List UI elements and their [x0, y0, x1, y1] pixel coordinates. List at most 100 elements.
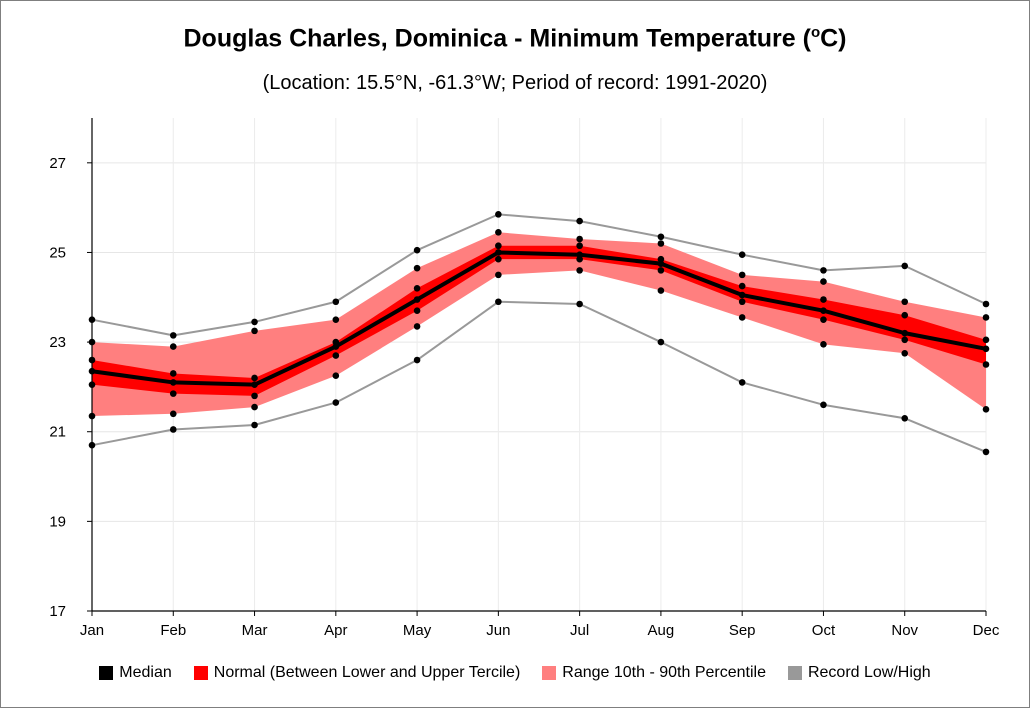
point-record_high-apr [332, 298, 340, 306]
y-tick-label-27: 27 [49, 155, 66, 172]
point-upper_tercile-jun [495, 242, 502, 250]
point-upper_tercile-nov [901, 311, 909, 319]
x-tick-label-aug: Aug [648, 622, 675, 639]
legend-label-percentile: Range 10th - 90th Percentile [562, 664, 766, 681]
point-record_low-jul [576, 300, 583, 308]
point-median-feb [169, 379, 177, 386]
chart-title: Douglas Charles, Dominica - Minimum Temp… [0, 24, 1030, 53]
x-tick-label-apr: Apr [324, 622, 347, 639]
median-line [91, 250, 987, 387]
legend-swatch-normal [193, 666, 208, 680]
point-p10-jun [495, 271, 502, 279]
point-median-oct [820, 307, 827, 315]
point-record_low-feb [169, 426, 177, 433]
point-p10-may [413, 323, 421, 330]
legend-item-median: Median [99, 664, 172, 682]
point-p10-feb [169, 410, 177, 418]
point-record_high-dec [982, 300, 990, 308]
point-median-aug [657, 260, 665, 267]
point-p90-sep [738, 271, 746, 279]
point-record_high-jun [495, 211, 502, 218]
point-p90-nov [901, 298, 909, 306]
point-p90-apr [332, 316, 340, 323]
point-record_low-aug [657, 338, 665, 346]
point-lower_tercile-nov [901, 336, 909, 344]
point-p10-aug [657, 287, 665, 294]
point-p90-mar [251, 327, 258, 335]
y-tick-label-21: 21 [49, 424, 66, 441]
point-lower_tercile-feb [169, 390, 177, 397]
legend-swatch-median [99, 666, 114, 680]
point-upper_tercile-sep [738, 282, 746, 290]
point-record_low-apr [332, 399, 340, 406]
point-p10-nov [901, 349, 909, 357]
x-tick-label-jun: Jun [486, 622, 510, 639]
x-tick-label-oct: Oct [812, 622, 836, 639]
point-median-nov [901, 329, 909, 337]
x-tick-label-nov: Nov [891, 622, 918, 639]
point-record_high-aug [657, 233, 665, 241]
legend-item-normal: Normal (Between Lower and Upper Tercile) [193, 664, 521, 682]
point-median-may [413, 296, 421, 303]
tercile-band [92, 245, 986, 396]
point-record_low-sep [738, 379, 746, 386]
point-record_low-oct [820, 401, 827, 409]
point-record_high-feb [169, 332, 177, 339]
legend-label-normal: Normal (Between Lower and Upper Tercile) [213, 664, 521, 681]
record-high-line [91, 213, 987, 337]
point-p10-sep [738, 314, 746, 321]
legend-item-percentile: Range 10th - 90th Percentile [542, 664, 766, 682]
point-lower_tercile-oct [820, 316, 827, 323]
point-median-mar [251, 381, 258, 388]
x-tick-label-may: May [403, 622, 432, 639]
y-tick-label-17: 17 [49, 603, 66, 620]
point-lower_tercile-aug [657, 267, 665, 274]
point-upper_tercile-may [413, 285, 421, 292]
point-upper_tercile-jul [576, 242, 583, 250]
point-p90-oct [820, 278, 827, 285]
x-tick-label-jan: Jan [80, 622, 104, 639]
legend-label-record: Record Low/High [807, 664, 931, 681]
y-tick-label-23: 23 [49, 334, 66, 351]
point-record_low-dec [982, 448, 990, 456]
x-tick-label-jul: Jul [570, 622, 589, 639]
chart-title-main: Douglas Charles, Dominica - Minimum Temp… [183, 24, 811, 53]
point-lower_tercile-may [413, 307, 421, 315]
x-tick-label-feb: Feb [160, 622, 186, 639]
point-lower_tercile-apr [332, 352, 340, 359]
record-low-line [91, 300, 987, 453]
point-lower_tercile-jun [495, 255, 502, 263]
point-p90-feb [169, 343, 177, 350]
x-tick-label-dec: Dec [973, 622, 1000, 639]
point-upper_tercile-oct [820, 296, 827, 303]
chart-title-degree-sup: o [810, 24, 821, 41]
point-p10-jul [576, 267, 583, 274]
point-record_high-nov [901, 262, 909, 270]
point-median-jun [495, 249, 502, 256]
y-tick-label-19: 19 [49, 513, 66, 530]
point-record_high-sep [738, 251, 746, 258]
point-p90-dec [982, 314, 990, 321]
legend-item-record: Record Low/High [787, 664, 931, 682]
point-lower_tercile-sep [738, 298, 746, 306]
y-tick-label-25: 25 [49, 244, 66, 261]
point-record_low-nov [901, 414, 909, 422]
point-record_high-mar [251, 318, 258, 326]
point-p90-may [413, 264, 421, 272]
point-record_low-jun [495, 298, 502, 306]
point-p10-oct [820, 341, 827, 348]
point-median-jul [576, 251, 583, 258]
point-p90-jun [495, 228, 502, 236]
legend: Median Normal (Between Lower and Upper T… [0, 664, 1030, 682]
point-record_high-may [413, 246, 421, 254]
point-median-dec [982, 345, 990, 353]
point-median-apr [332, 343, 340, 350]
point-lower_tercile-mar [251, 392, 258, 400]
point-record_high-oct [820, 267, 827, 274]
point-upper_tercile-feb [169, 370, 177, 377]
point-upper_tercile-mar [251, 374, 258, 382]
chart-subtitle: (Location: 15.5°N, -61.3°W; Period of re… [262, 72, 768, 94]
point-p10-mar [251, 403, 258, 411]
legend-swatch-percentile [542, 666, 557, 680]
point-lower_tercile-dec [982, 361, 990, 368]
